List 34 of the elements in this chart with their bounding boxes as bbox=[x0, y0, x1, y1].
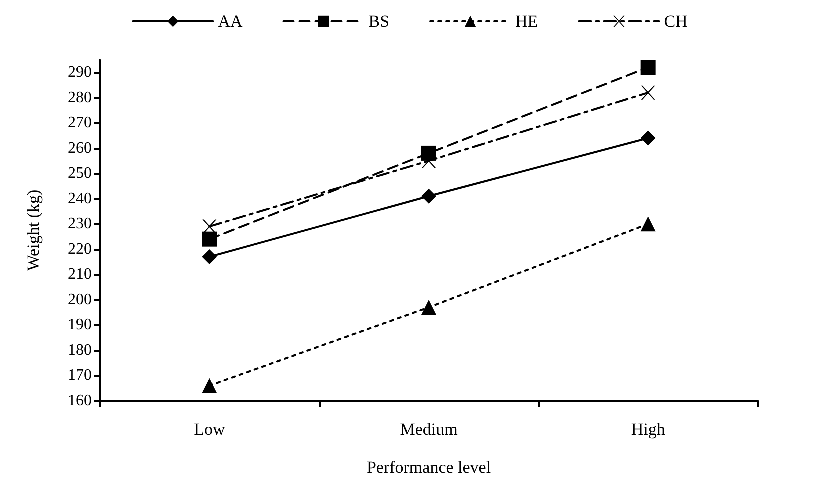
y-tick-label: 230 bbox=[68, 216, 92, 233]
y-tick-label: 210 bbox=[68, 266, 92, 284]
y-tick-label: 260 bbox=[68, 140, 92, 157]
y-tick-label: 190 bbox=[68, 316, 92, 334]
legend-label: HE bbox=[516, 12, 538, 31]
y-axis-title: Weight (kg) bbox=[24, 190, 43, 272]
x-tick-label: High bbox=[631, 420, 666, 439]
point bbox=[202, 232, 218, 247]
x-tick-label: Medium bbox=[400, 420, 458, 439]
legend-label: CH bbox=[664, 12, 688, 31]
y-tick-label: 180 bbox=[68, 342, 92, 359]
legend-label: AA bbox=[218, 12, 244, 31]
point bbox=[640, 216, 656, 232]
point bbox=[202, 250, 218, 265]
point bbox=[422, 300, 436, 316]
y-tick-label: 270 bbox=[68, 114, 92, 132]
x-tick-label: Low bbox=[194, 420, 226, 439]
y-tick-label: 240 bbox=[68, 190, 92, 208]
point bbox=[640, 60, 656, 76]
legend-label: BS bbox=[368, 12, 390, 31]
point bbox=[640, 130, 656, 146]
point bbox=[202, 220, 217, 234]
y-tick-label: 220 bbox=[68, 240, 92, 258]
x-axis-title: Performance level bbox=[366, 458, 492, 477]
y-tick-label: 170 bbox=[68, 367, 92, 384]
point bbox=[422, 146, 436, 161]
point bbox=[422, 188, 436, 204]
y-tick-label: 200 bbox=[68, 291, 92, 308]
point bbox=[641, 86, 656, 100]
y-tick-label: 290 bbox=[68, 64, 92, 82]
y-tick-label: 280 bbox=[68, 89, 92, 106]
point bbox=[202, 378, 218, 394]
y-tick-label: 250 bbox=[68, 165, 92, 182]
y-tick-label: 160 bbox=[68, 392, 92, 410]
